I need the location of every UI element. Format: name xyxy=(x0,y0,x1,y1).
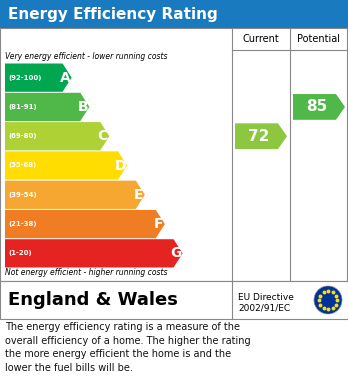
Polygon shape xyxy=(5,151,127,179)
Text: EU Directive: EU Directive xyxy=(238,294,294,303)
Text: (69-80): (69-80) xyxy=(8,133,37,139)
Text: 72: 72 xyxy=(248,129,270,144)
Bar xyxy=(0,0,348,28)
Text: (21-38): (21-38) xyxy=(8,221,37,227)
Text: Very energy efficient - lower running costs: Very energy efficient - lower running co… xyxy=(5,52,167,61)
Text: G: G xyxy=(171,246,182,260)
Polygon shape xyxy=(293,94,345,120)
Text: (81-91): (81-91) xyxy=(8,104,37,110)
Polygon shape xyxy=(5,122,109,151)
Polygon shape xyxy=(235,123,287,149)
Text: Energy Efficiency Rating: Energy Efficiency Rating xyxy=(8,7,218,22)
Polygon shape xyxy=(5,210,165,238)
Bar xyxy=(0,281,348,319)
Text: Not energy efficient - higher running costs: Not energy efficient - higher running co… xyxy=(5,268,167,277)
Text: 85: 85 xyxy=(306,99,327,115)
Text: B: B xyxy=(78,100,88,114)
Circle shape xyxy=(314,286,342,314)
Polygon shape xyxy=(5,239,183,267)
Text: C: C xyxy=(98,129,108,143)
Polygon shape xyxy=(5,181,145,209)
Bar xyxy=(0,28,348,281)
Polygon shape xyxy=(5,93,89,121)
Text: (1-20): (1-20) xyxy=(8,250,32,256)
Text: England & Wales: England & Wales xyxy=(8,291,178,309)
Polygon shape xyxy=(5,63,72,92)
Text: A: A xyxy=(60,71,71,84)
Text: Potential: Potential xyxy=(298,34,340,44)
Text: (92-100): (92-100) xyxy=(8,75,41,81)
Text: Current: Current xyxy=(243,34,279,44)
Text: The energy efficiency rating is a measure of the
overall efficiency of a home. T: The energy efficiency rating is a measur… xyxy=(5,322,251,373)
Text: F: F xyxy=(153,217,163,231)
Text: D: D xyxy=(115,158,126,172)
Text: 2002/91/EC: 2002/91/EC xyxy=(238,303,290,312)
Text: E: E xyxy=(134,188,143,202)
Text: (39-54): (39-54) xyxy=(8,192,37,198)
Text: (55-68): (55-68) xyxy=(8,163,36,169)
